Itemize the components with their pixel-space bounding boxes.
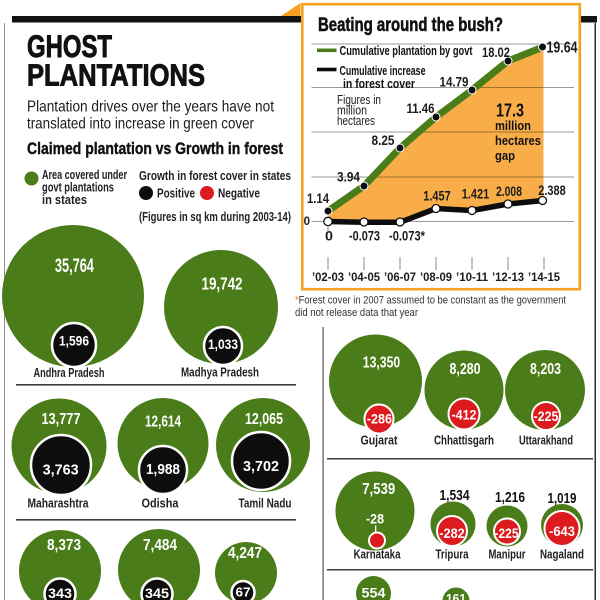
svg-text:Beating around the bush?: Beating around the bush? [318,15,503,36]
svg-text:345: 345 [145,586,170,600]
svg-text:2.008: 2.008 [496,184,522,199]
svg-text:3,702: 3,702 [243,458,279,475]
svg-text:343: 343 [48,586,73,600]
svg-text:Manipur: Manipur [489,547,526,562]
svg-text:Chhattisgarh: Chhattisgarh [434,433,494,448]
svg-text:0: 0 [325,229,333,244]
svg-text:Maharashtra: Maharashtra [28,496,90,511]
svg-text:19,742: 19,742 [202,274,243,294]
svg-text:-0.073: -0.073 [349,229,380,244]
svg-text:14.79: 14.79 [440,75,469,90]
svg-text:1,988: 1,988 [146,461,180,478]
svg-text:-28: -28 [366,511,384,527]
svg-text:1,033: 1,033 [208,337,238,352]
svg-text:million: million [337,104,367,118]
svg-text:Nagaland: Nagaland [540,547,584,562]
svg-text:did not release data that year: did not release data that year [295,307,418,319]
svg-text:’12-13: ’12-13 [492,272,524,284]
svg-text:*Forest cover in 2007 assumed: *Forest cover in 2007 assumed to be cons… [295,295,566,307]
svg-text:govt plantations: govt plantations [42,181,114,195]
svg-text:Claimed plantation vs Growth i: Claimed plantation vs Growth in forest [27,140,283,158]
svg-text:Positive: Positive [157,187,195,201]
svg-text:gap: gap [495,148,515,163]
svg-text:’08-09: ’08-09 [420,272,452,284]
svg-text:’14-15: ’14-15 [528,272,561,284]
svg-text:1,019: 1,019 [548,491,577,507]
svg-text:13,350: 13,350 [363,355,401,372]
svg-text:19.64: 19.64 [547,40,578,57]
svg-text:Plantation drives over the yea: Plantation drives over the years have no… [27,99,274,116]
svg-text:Andhra Pradesh: Andhra Pradesh [34,365,105,380]
svg-text:7,539: 7,539 [362,481,395,498]
svg-text:Negative: Negative [218,187,260,201]
svg-text:Madhya Pradesh: Madhya Pradesh [181,365,259,380]
svg-text:1.421: 1.421 [462,187,490,202]
svg-text:Area covered under: Area covered under [42,168,127,182]
svg-text:-643: -643 [549,523,575,539]
svg-text:-225: -225 [534,408,559,424]
svg-text:-225: -225 [495,525,519,541]
svg-text:8,203: 8,203 [530,361,561,378]
svg-text:1,596: 1,596 [59,333,89,349]
svg-text:hectares: hectares [337,114,375,128]
svg-text:161: 161 [446,591,466,600]
svg-text:in forest cover: in forest cover [343,77,415,91]
svg-text:’04-05: ’04-05 [348,272,381,284]
svg-text:17.3: 17.3 [496,101,524,121]
svg-text:GHOST: GHOST [27,28,112,64]
svg-text:13,777: 13,777 [42,411,81,428]
svg-text:-282: -282 [439,525,465,541]
svg-text:’02-03: ’02-03 [312,272,344,284]
svg-text:554: 554 [362,585,386,600]
svg-text:million: million [495,118,531,133]
svg-text:translated into increase in gr: translated into increase in green cover [27,116,255,133]
svg-text:Cumulative plantation by govt: Cumulative plantation by govt [340,44,474,58]
svg-text:Tamil Nadu: Tamil Nadu [239,496,292,511]
svg-text:’10-11: ’10-11 [456,272,489,284]
svg-text:8,373: 8,373 [47,537,81,554]
svg-text:7,484: 7,484 [143,537,177,554]
svg-text:2.388: 2.388 [538,183,566,198]
svg-text:1,534: 1,534 [440,488,470,504]
svg-text:Figures in: Figures in [337,93,381,107]
svg-text:Uttarakhand: Uttarakhand [519,433,573,448]
svg-text:Gujarat: Gujarat [361,433,399,448]
svg-text:8.25: 8.25 [372,133,395,148]
svg-text:(Figures in sq km during 2003-: (Figures in sq km during 2003-14) [139,209,291,224]
svg-text:1.14: 1.14 [307,191,329,206]
svg-text:12,065: 12,065 [245,411,283,428]
svg-text:-286: -286 [367,411,392,427]
svg-text:1.457: 1.457 [423,189,451,204]
svg-text:35,764: 35,764 [55,256,94,277]
svg-text:1,216: 1,216 [495,490,525,506]
svg-text:3.94: 3.94 [337,170,360,185]
svg-text:67: 67 [236,586,251,600]
svg-text:Growth in forest cover in stat: Growth in forest cover in states [139,169,291,183]
svg-text:PLANTATIONS: PLANTATIONS [27,58,205,93]
svg-text:18.02: 18.02 [482,45,510,60]
svg-text:4,247: 4,247 [228,545,262,562]
svg-text:8,280: 8,280 [450,361,481,378]
svg-text:3,763: 3,763 [43,462,79,479]
svg-text:11.46: 11.46 [407,101,435,116]
svg-text:12,614: 12,614 [145,414,181,431]
svg-text:’06-07: ’06-07 [384,272,416,284]
svg-text:Cumulative increase: Cumulative increase [340,64,426,78]
svg-text:hectares: hectares [495,133,541,148]
svg-text:Odisha: Odisha [142,496,180,511]
svg-text:Tripura: Tripura [436,547,470,562]
svg-text:Karnataka: Karnataka [354,547,402,562]
svg-text:in states: in states [42,193,87,207]
svg-text:-0.073*: -0.073* [389,229,426,244]
svg-text:-412: -412 [452,407,477,423]
svg-text:0: 0 [304,216,310,228]
